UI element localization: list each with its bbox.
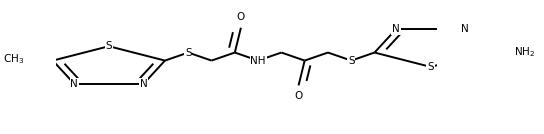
Text: N: N [461,24,469,34]
Text: N: N [70,79,78,89]
Text: NH$_2$: NH$_2$ [515,46,536,59]
Text: CH$_3$: CH$_3$ [3,52,24,66]
Text: S: S [185,48,191,57]
Text: S: S [348,56,355,66]
Text: O: O [294,91,302,101]
Text: S: S [106,41,112,51]
Text: S: S [427,62,434,72]
Text: N: N [392,24,400,34]
Text: NH: NH [250,56,266,66]
Text: O: O [237,12,245,22]
Text: N: N [140,79,147,89]
